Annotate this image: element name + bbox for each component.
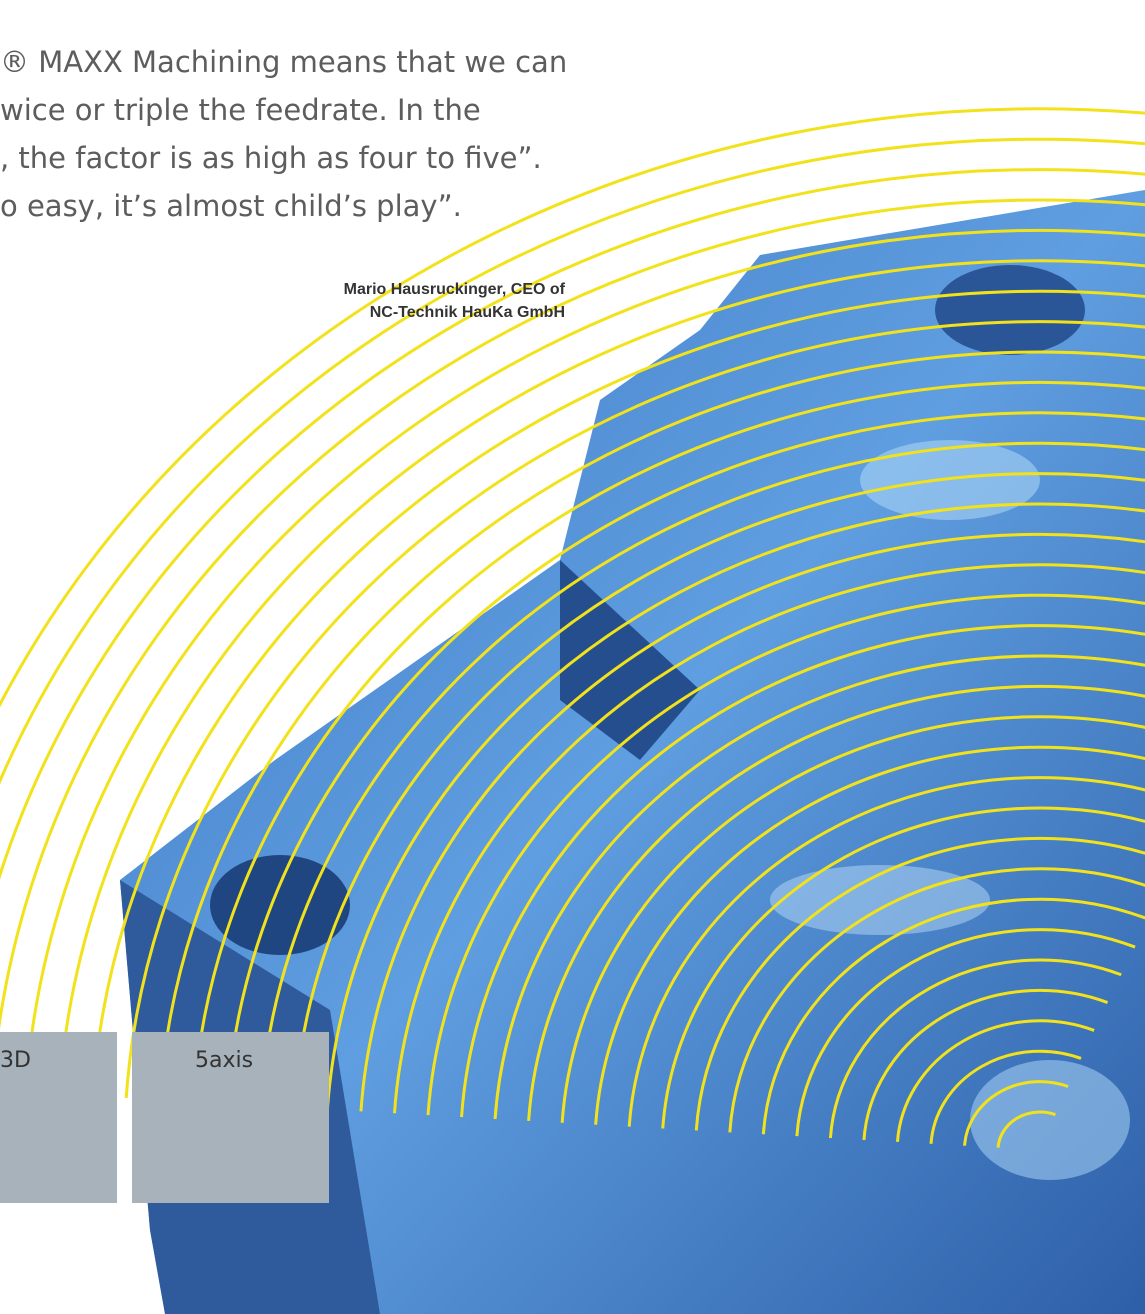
toolpath-loop [728,867,1145,1133]
toolpath-loop [158,350,1145,1100]
toolpath-loop [963,1080,1069,1146]
toolpath-loop [124,320,1145,1099]
toolpath-loop [292,472,1145,1108]
toolpath-loop [996,1110,1056,1148]
toolpath-loop [91,289,1145,1097]
highlight [970,1060,1130,1180]
toolpath-loop [862,988,1109,1141]
toolpath-loop [661,806,1145,1129]
toolpath-loop [225,411,1145,1104]
category-box: 3D [0,1032,117,1203]
toolpath-loop [895,1019,1095,1142]
toolpath-loop [0,198,1145,1031]
toolpath-loop [0,107,1145,708]
toolpath-loop [493,654,1145,1120]
toolpath-loop [325,502,1145,1110]
quote-line: o easy, it’s almost child’s play”. [0,189,462,223]
toolpath-loop [929,1049,1082,1144]
quote-line: , the factor is as high as four to five”… [0,141,542,175]
toolpath-loop [761,897,1145,1135]
quote-line: ® MAXX Machining means that we can [0,45,568,79]
toolpath-loop [0,137,1145,785]
box-label: 3D [0,1048,31,1073]
toolpath-loop [392,563,1145,1114]
attribution-line: Mario Hausruckinger, CEO of [343,281,565,298]
toolpath-loop [527,684,1145,1121]
hole [935,265,1085,355]
toolpath-loop [694,836,1145,1131]
quote: ® MAXX Machining means that we can wice … [0,38,567,230]
attribution: Mario Hausruckinger, CEO of NC-Technik H… [344,278,565,324]
toolpath-loop [57,259,1145,1095]
category-box: 5axis [132,1032,329,1203]
toolpath-loop [24,228,1145,1093]
quote-line: wice or triple the feedrate. In the [0,93,481,127]
toolpath-loop [795,928,1136,1137]
toolpath-loop [0,168,1145,880]
toolpath-loop [359,532,1145,1112]
toolpath-loop [460,624,1145,1118]
toolpath-loop [191,380,1145,1102]
toolpath-loop [828,958,1122,1139]
toolpath-loop [594,745,1145,1125]
box-label: 5axis [195,1048,254,1073]
toolpath-loop [560,715,1145,1123]
toolpath-loop [627,776,1145,1127]
toolpath-loop [258,441,1145,1106]
attribution-line: NC-Technik HauKa GmbH [369,304,565,321]
toolpath [0,107,1145,1148]
toolpath-loop [426,593,1145,1116]
